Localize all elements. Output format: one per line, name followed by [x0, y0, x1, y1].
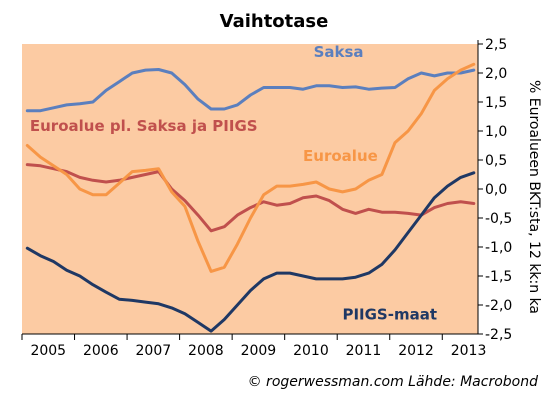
y-tick-label: 1,0 [485, 124, 507, 140]
y-tick-label: 1,5 [485, 95, 507, 111]
series-line-piigs-maat [25, 171, 476, 333]
x-tick-label: 2010 [293, 343, 329, 359]
y-tick-label: -0,5 [485, 211, 512, 227]
series-line-euroalue-pl-saksa-ja-piigs [25, 163, 476, 233]
y-tick-label: -1,0 [485, 240, 512, 256]
y-axis-label: % Euroalueen BKT:sta, 12 kk:n ka [526, 80, 542, 314]
y-tick-label: 2,5 [485, 37, 507, 53]
series-label: Euroalue pl. Saksa ja PIIGS [30, 117, 258, 135]
x-tick-label: 2009 [241, 343, 277, 359]
plot-area [22, 44, 478, 334]
series-line-euroalue [25, 62, 476, 273]
chart-title: Vaihtotase [220, 11, 329, 32]
series-label: PIIGS-maat [342, 306, 437, 324]
x-tick-label: 2007 [136, 343, 172, 359]
series-labels: Saksa Euroalue pl. Saksa ja PIIGS Euroalue… [30, 43, 437, 324]
series-label: Euroalue [303, 147, 378, 165]
x-tick-label: 2006 [83, 343, 119, 359]
x-tick-label: 2011 [346, 343, 382, 359]
y-tick-label: -2,5 [485, 327, 512, 343]
y-tick-label: 2,0 [485, 66, 507, 82]
x-tick-label: 2005 [30, 343, 66, 359]
y-tick-label: -1,5 [485, 269, 512, 285]
x-tick-label: 2008 [188, 343, 224, 359]
series-label: Saksa [314, 43, 364, 61]
x-tick-label: 2013 [451, 343, 487, 359]
y-tick-label: -2,0 [485, 298, 512, 314]
y-tick-label: 0,0 [485, 182, 507, 198]
y-axis-ticks: 2,5 2,0 1,5 1,0 0,5 0,0 -0,5 -1,0 -1,5 -2,0 -2,5 [478, 37, 512, 343]
x-axis-ticks: 2005 2006 2007 2008 2009 2010 2011 2012 2013 [21, 334, 487, 359]
x-tick-label: 2012 [398, 343, 434, 359]
source-credit: © rogerwessman.com Lähde: Macrobond [248, 374, 538, 390]
series-line-saksa [25, 68, 476, 113]
y-tick-label: 0,5 [485, 153, 507, 169]
series-layer [25, 62, 476, 333]
